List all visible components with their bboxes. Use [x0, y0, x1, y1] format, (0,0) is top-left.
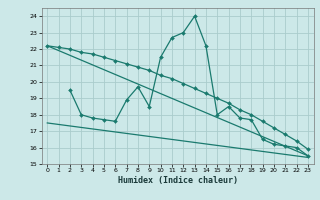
X-axis label: Humidex (Indice chaleur): Humidex (Indice chaleur) — [118, 176, 237, 185]
